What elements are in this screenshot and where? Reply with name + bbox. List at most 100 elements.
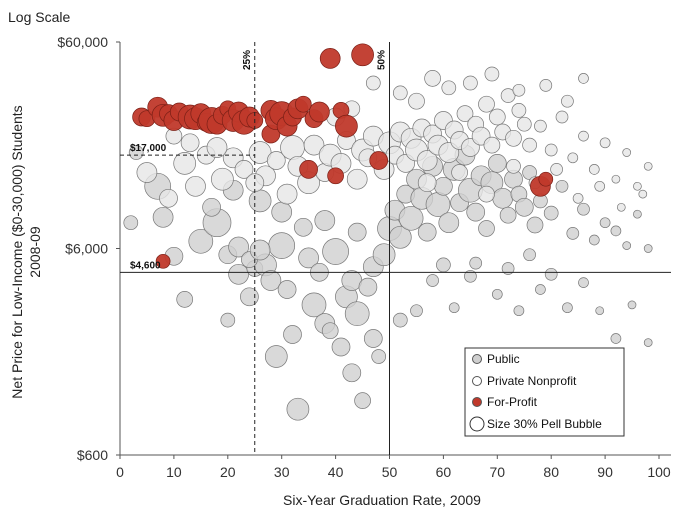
point-public-76 bbox=[491, 288, 503, 300]
point-public-64 bbox=[566, 227, 580, 240]
x-tick-label-70: 70 bbox=[490, 464, 506, 480]
point-public-15 bbox=[268, 232, 296, 259]
point-for-profit-32 bbox=[335, 114, 358, 138]
point-public-84 bbox=[643, 338, 653, 347]
x-tick-label-50: 50 bbox=[382, 464, 398, 480]
x-tick-label-0: 0 bbox=[116, 464, 124, 480]
point-public-92 bbox=[392, 312, 408, 328]
point-private-nonprofit-81 bbox=[451, 164, 468, 181]
point-for-profit-33 bbox=[351, 43, 374, 67]
point-public-98 bbox=[347, 222, 367, 242]
point-private-nonprofit-85 bbox=[550, 163, 563, 176]
scale-note: Log Scale bbox=[8, 9, 70, 25]
point-for-profit-34 bbox=[299, 160, 318, 179]
point-public-68 bbox=[610, 225, 622, 237]
point-private-nonprofit-70 bbox=[365, 75, 381, 91]
point-private-nonprofit-64 bbox=[463, 75, 478, 91]
point-private-nonprofit-75 bbox=[276, 183, 298, 205]
point-public-102 bbox=[248, 189, 272, 213]
point-private-nonprofit-14 bbox=[303, 134, 325, 156]
point-private-nonprofit-54 bbox=[567, 152, 579, 164]
legend: Public Private Nonprofit For-Profit Size… bbox=[464, 347, 625, 437]
point-private-nonprofit-59 bbox=[622, 148, 632, 157]
point-public-71 bbox=[643, 244, 653, 253]
x-tick-label-100: 100 bbox=[647, 464, 671, 480]
point-private-nonprofit-11 bbox=[280, 135, 305, 160]
point-public-99 bbox=[314, 210, 336, 231]
y-tick-label-60000: $60,000 bbox=[57, 34, 108, 50]
point-for-profit-38 bbox=[538, 171, 554, 187]
point-public-62 bbox=[543, 205, 559, 221]
point-for-profit-29 bbox=[309, 101, 330, 123]
point-public-32 bbox=[372, 243, 396, 267]
legend-label-size: Size 30% Pell Bubble bbox=[487, 417, 602, 431]
point-public-80 bbox=[578, 277, 589, 288]
point-public-51 bbox=[478, 220, 495, 237]
legend-marker-public bbox=[472, 354, 482, 364]
ref-label-vertical-50: 50% bbox=[377, 50, 388, 70]
point-public-67 bbox=[599, 217, 611, 229]
point-private-nonprofit-50 bbox=[522, 137, 537, 153]
y-axis-label-line2: 2008-09 bbox=[27, 226, 43, 278]
point-private-nonprofit-49 bbox=[516, 116, 532, 132]
point-public-73 bbox=[426, 274, 439, 287]
point-public-54 bbox=[492, 187, 514, 209]
point-public-66 bbox=[588, 234, 600, 246]
point-private-nonprofit-46 bbox=[500, 88, 516, 103]
point-public-53 bbox=[487, 154, 507, 173]
legend-label-for-profit: For-Profit bbox=[487, 395, 538, 409]
point-public-18 bbox=[286, 397, 310, 421]
point-public-69 bbox=[622, 241, 632, 250]
point-private-nonprofit-83 bbox=[506, 158, 521, 174]
ref-label-horizontal-4600: $4,600 bbox=[130, 260, 161, 271]
point-public-55 bbox=[499, 206, 517, 224]
point-public-88 bbox=[249, 239, 271, 261]
point-public-29 bbox=[358, 277, 378, 297]
point-public-78 bbox=[535, 284, 546, 295]
point-public-58 bbox=[514, 197, 534, 217]
point-private-nonprofit-65 bbox=[484, 66, 500, 82]
point-public-0 bbox=[123, 215, 139, 231]
point-private-nonprofit-1 bbox=[159, 188, 178, 208]
point-public-17 bbox=[283, 325, 302, 344]
point-public-8 bbox=[220, 312, 236, 328]
point-public-82 bbox=[610, 333, 622, 344]
y-axis-label-line1: Net Price for Low-Income ($0-30,000) Stu… bbox=[9, 105, 25, 398]
x-tick-label-30: 30 bbox=[274, 464, 290, 480]
x-tick-label-80: 80 bbox=[543, 464, 559, 480]
point-public-6 bbox=[188, 228, 214, 254]
point-public-93 bbox=[436, 257, 451, 273]
point-public-13 bbox=[260, 270, 282, 291]
point-private-nonprofit-0 bbox=[136, 162, 158, 183]
y-tick-label-6000: $6,000 bbox=[65, 241, 108, 257]
point-private-nonprofit-48 bbox=[511, 103, 527, 118]
x-tick-label-90: 90 bbox=[597, 464, 613, 480]
point-public-70 bbox=[633, 209, 642, 219]
point-private-nonprofit-62 bbox=[424, 70, 441, 87]
point-public-43 bbox=[434, 176, 453, 196]
point-public-14 bbox=[264, 345, 288, 368]
point-public-74 bbox=[448, 302, 460, 314]
y-tick-label-600: $600 bbox=[77, 447, 108, 463]
point-private-nonprofit-67 bbox=[539, 79, 553, 92]
point-public-97 bbox=[544, 267, 558, 281]
legend-marker-for-profit bbox=[472, 397, 482, 407]
point-private-nonprofit-10 bbox=[266, 151, 286, 170]
y-tick-labels: $600 $6,000 $60,000 bbox=[57, 34, 120, 463]
point-public-24 bbox=[331, 337, 351, 357]
point-private-nonprofit-52 bbox=[544, 143, 558, 157]
legend-label-public: Public bbox=[487, 352, 520, 366]
point-public-104 bbox=[202, 197, 221, 217]
point-public-81 bbox=[595, 306, 605, 316]
point-public-27 bbox=[344, 301, 370, 327]
point-private-nonprofit-71 bbox=[392, 85, 408, 101]
point-private-nonprofit-82 bbox=[478, 185, 495, 203]
point-public-9 bbox=[228, 263, 249, 285]
point-public-75 bbox=[469, 256, 483, 270]
point-private-nonprofit-89 bbox=[638, 189, 648, 199]
plot-area bbox=[123, 43, 653, 421]
point-public-94 bbox=[464, 269, 477, 283]
point-private-nonprofit-42 bbox=[478, 95, 495, 113]
point-private-nonprofit-69 bbox=[578, 73, 589, 84]
point-private-nonprofit-72 bbox=[408, 92, 425, 110]
